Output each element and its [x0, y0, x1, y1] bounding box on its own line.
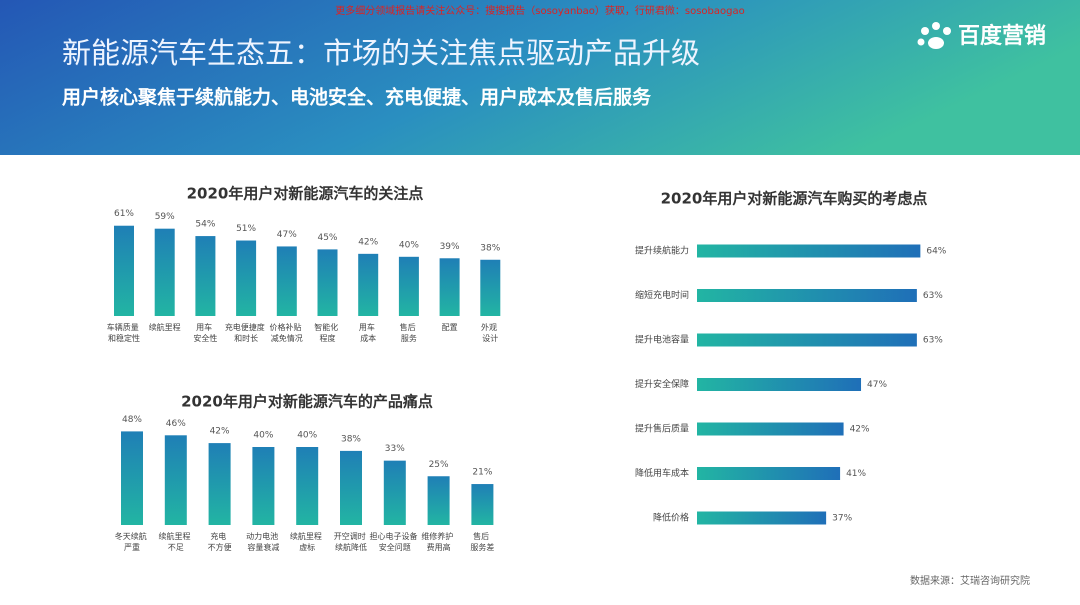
bar [317, 249, 338, 316]
watermark: 更多细分领域报告请关注公众号：搜搜报告（sosoyanbao）获取，行研君微：s… [335, 4, 744, 17]
chart-title: 2020年用户对新能源汽车的关注点 [187, 185, 424, 203]
bar [480, 259, 501, 316]
header-band [0, 0, 1080, 155]
bar [296, 447, 319, 525]
category-label: 用车 安全性 [193, 322, 217, 343]
category-label: 车辆质量 和稳定性 [107, 322, 142, 343]
category-label: 充电便捷度 和时长 [225, 322, 268, 343]
category-label: 提升售后质量 [635, 423, 689, 435]
bar [164, 435, 187, 525]
value-label: 40% [297, 431, 317, 441]
value-label: 21% [472, 468, 492, 478]
bar [697, 378, 862, 391]
value-label: 42% [850, 425, 870, 435]
bar [697, 422, 844, 436]
title: 新能源汽车生态五：市场的关注焦点驱动产品升级 [62, 36, 700, 70]
value-label: 37% [832, 514, 852, 524]
category-label: 开空调时 续航降低 [334, 531, 369, 552]
bar [340, 450, 362, 525]
category-label: 提升安全保障 [635, 378, 689, 390]
category-label: 充电 不方便 [208, 531, 232, 552]
bar [114, 225, 134, 316]
logo-icon [917, 22, 951, 49]
bar [697, 333, 917, 347]
bar [383, 460, 406, 525]
value-label: 41% [846, 469, 866, 479]
value-label: 61% [114, 209, 134, 219]
bar [697, 244, 921, 258]
bar [121, 431, 143, 525]
value-label: 63% [923, 291, 943, 301]
category-label: 续航里程 不足 [159, 531, 194, 552]
category-label: 降低用车成本 [635, 467, 689, 479]
category-label: 维修养护 费用高 [421, 531, 456, 552]
bar [398, 256, 419, 316]
value-label: 45% [317, 233, 337, 243]
chart-title: 2020年用户对新能源汽车的产品痛点 [181, 393, 433, 411]
category-label: 动力电池 容量衰减 [246, 531, 281, 552]
value-label: 54% [195, 220, 215, 230]
bar [252, 447, 275, 525]
category-label: 售后 服务 [400, 322, 419, 343]
category-label: 外观 设计 [481, 322, 500, 343]
chart-title: 2020年用户对新能源汽车购买的考虑点 [661, 190, 928, 208]
bar [697, 289, 917, 302]
value-label: 51% [236, 224, 256, 234]
category-label: 提升续航能力 [635, 245, 689, 257]
subtitle: 用户核心聚焦于续航能力、电池安全、充电便捷、用户成本及售后服务 [62, 86, 652, 109]
bar [154, 228, 175, 316]
bar [439, 258, 460, 316]
category-label: 缩短充电时间 [635, 289, 689, 301]
value-label: 64% [926, 247, 946, 257]
value-label: 40% [399, 240, 419, 250]
value-label: 38% [341, 434, 361, 444]
value-label: 46% [166, 419, 186, 429]
value-label: 33% [385, 444, 405, 454]
category-label: 售后 服务差 [470, 531, 494, 552]
bar [276, 246, 297, 316]
category-label: 提升电池容量 [635, 334, 689, 346]
value-label: 40% [253, 431, 273, 441]
bar [195, 236, 216, 316]
bar [697, 511, 827, 525]
value-label: 38% [480, 243, 500, 253]
bar [208, 443, 231, 525]
value-label: 63% [923, 336, 943, 346]
value-label: 47% [277, 230, 297, 240]
source: 数据来源：艾瑞咨询研究院 [910, 574, 1030, 587]
category-label: 配置 [442, 323, 458, 332]
category-label: 担心电子设备 安全问题 [370, 531, 421, 552]
value-label: 42% [358, 237, 378, 247]
bar [471, 484, 494, 525]
value-label: 47% [867, 380, 887, 390]
bar [427, 476, 450, 525]
category-label: 续航里程 [149, 322, 181, 332]
category-label: 智能化 程度 [314, 322, 341, 343]
value-label: 42% [210, 427, 230, 437]
value-label: 39% [440, 242, 460, 252]
value-label: 48% [122, 415, 142, 425]
value-label: 25% [429, 460, 449, 470]
category-label: 续航里程 虚标 [290, 531, 325, 552]
category-label: 降低价格 [653, 512, 689, 524]
category-label: 价格补贴 减免情况 [270, 322, 305, 343]
logo: 百度营销 [958, 23, 1046, 49]
category-label: 冬天续航 严重 [115, 531, 150, 552]
value-label: 59% [155, 212, 175, 222]
bar [358, 253, 379, 316]
category-label: 用车 成本 [359, 322, 378, 343]
bar [697, 467, 841, 480]
bar [236, 240, 257, 316]
